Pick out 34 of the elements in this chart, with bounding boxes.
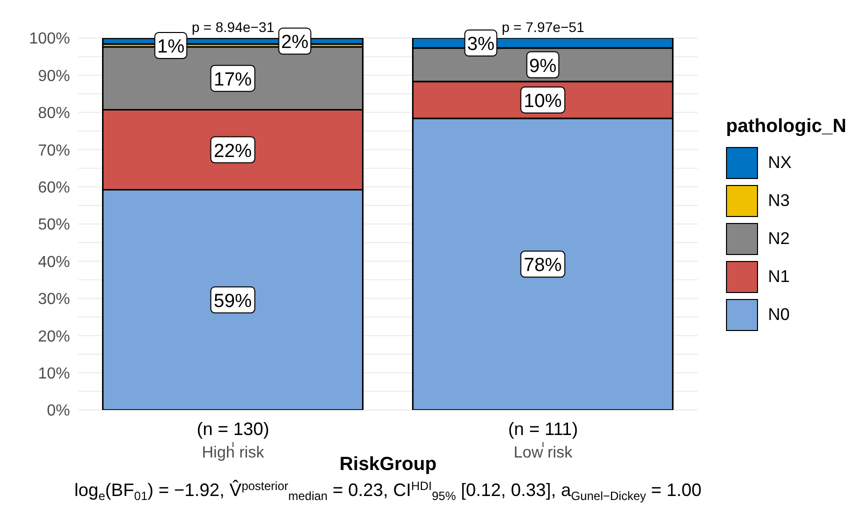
legend-label: N2 [768, 229, 790, 249]
y-tick-label: 0% [46, 402, 70, 420]
legend-label: N3 [768, 191, 790, 211]
legend-label: N1 [768, 267, 790, 287]
annotation: p = 7.97e−51 [502, 19, 584, 35]
y-tick-label: 20% [38, 328, 70, 346]
y-tick-label: 10% [38, 365, 70, 382]
y-tick-label: 50% [38, 216, 70, 234]
data-label: 17% [214, 69, 252, 90]
y-tick-label: 70% [38, 142, 70, 160]
x-tick-label: High risk [202, 444, 266, 462]
y-tick-label: 40% [38, 254, 70, 271]
data-label: 10% [524, 90, 562, 112]
legend-label: N0 [768, 305, 790, 325]
legend-label: NX [768, 153, 792, 173]
y-tick-label: 30% [38, 291, 70, 308]
y-tick-label: 80% [38, 105, 70, 122]
legend-title: pathologic_N [726, 116, 846, 138]
y-tick-label: 60% [38, 179, 70, 196]
data-label: 9% [529, 56, 557, 77]
data-label: 22% [214, 140, 252, 162]
text: log$_{e}$(BF$_{01}$) = −1.92, V̂$^{posterior}$$_{median}$ = 0.23, CI$^{HDI}$$_{95%}$ [0.12, 0.33], a$_{Gunel−Dickey}$ = 1.00 [74, 479, 702, 503]
data-label: 2% [281, 32, 309, 54]
data-label: 78% [524, 255, 562, 276]
x-axis-title: RiskGroup [339, 454, 437, 475]
data-label: 1% [157, 36, 185, 58]
y-tick-label: 90% [38, 68, 70, 85]
data-label: 59% [214, 290, 252, 312]
annotation: (n = 130) [196, 419, 270, 439]
annotation: (n = 111) [508, 419, 578, 439]
y-tick-label: 100% [29, 30, 70, 48]
annotation: p = 8.94e−31 [192, 19, 274, 35]
x-tick-label: Low risk [514, 444, 574, 462]
data-label: 3% [467, 34, 495, 56]
